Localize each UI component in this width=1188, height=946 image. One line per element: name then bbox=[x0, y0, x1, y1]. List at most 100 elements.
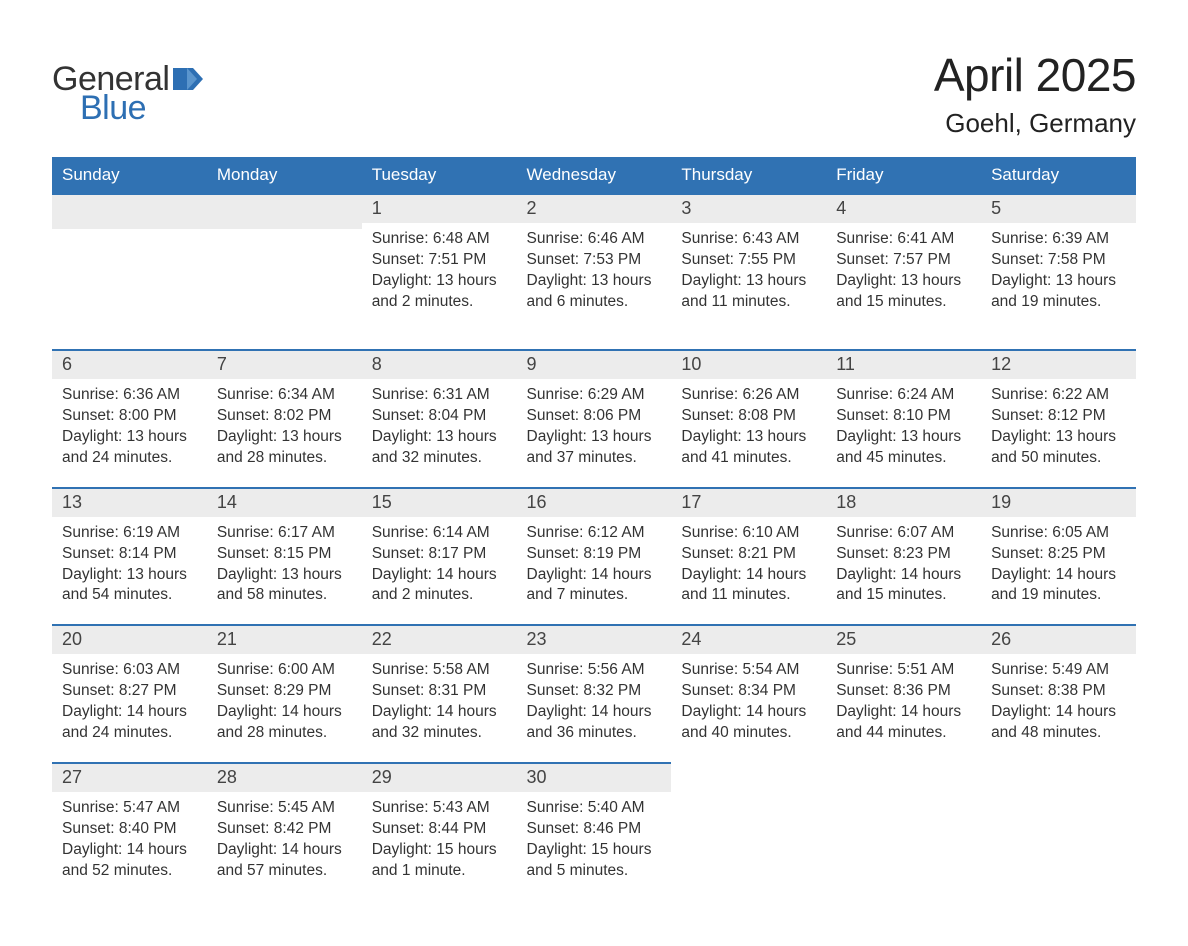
day-number: 30 bbox=[517, 764, 672, 792]
day-body: Sunrise: 5:54 AMSunset: 8:34 PMDaylight:… bbox=[671, 654, 826, 762]
daylight-line: Daylight: 13 hours and 11 minutes. bbox=[681, 271, 816, 313]
sunset-line: Sunset: 8:32 PM bbox=[527, 681, 662, 702]
day-body: Sunrise: 6:14 AMSunset: 8:17 PMDaylight:… bbox=[362, 517, 517, 625]
sunset-line: Sunset: 8:00 PM bbox=[62, 406, 197, 427]
day-number: 12 bbox=[981, 351, 1136, 379]
sunset-line: Sunset: 8:12 PM bbox=[991, 406, 1126, 427]
sunrise-line: Sunrise: 6:19 AM bbox=[62, 523, 197, 544]
sunset-line: Sunset: 7:55 PM bbox=[681, 250, 816, 271]
calendar-day-cell: 28Sunrise: 5:45 AMSunset: 8:42 PMDayligh… bbox=[207, 762, 362, 916]
sunrise-line: Sunrise: 6:48 AM bbox=[372, 229, 507, 250]
calendar-day-cell: 30Sunrise: 5:40 AMSunset: 8:46 PMDayligh… bbox=[517, 762, 672, 916]
day-number: 20 bbox=[52, 626, 207, 654]
day-body: Sunrise: 6:46 AMSunset: 7:53 PMDaylight:… bbox=[517, 223, 672, 331]
sunrise-line: Sunrise: 6:17 AM bbox=[217, 523, 352, 544]
day-number: 23 bbox=[517, 626, 672, 654]
daylight-line: Daylight: 13 hours and 50 minutes. bbox=[991, 427, 1126, 469]
daylight-line: Daylight: 14 hours and 48 minutes. bbox=[991, 702, 1126, 744]
day-number: 18 bbox=[826, 489, 981, 517]
day-number: 2 bbox=[517, 195, 672, 223]
sunrise-line: Sunrise: 6:46 AM bbox=[527, 229, 662, 250]
daylight-line: Daylight: 13 hours and 45 minutes. bbox=[836, 427, 971, 469]
sunrise-line: Sunrise: 5:58 AM bbox=[372, 660, 507, 681]
sunrise-line: Sunrise: 6:24 AM bbox=[836, 385, 971, 406]
daylight-line: Daylight: 14 hours and 15 minutes. bbox=[836, 565, 971, 607]
day-number: 27 bbox=[52, 764, 207, 792]
daylight-line: Daylight: 14 hours and 57 minutes. bbox=[217, 840, 352, 882]
calendar-day-cell: 2Sunrise: 6:46 AMSunset: 7:53 PMDaylight… bbox=[517, 193, 672, 349]
day-body: Sunrise: 6:34 AMSunset: 8:02 PMDaylight:… bbox=[207, 379, 362, 487]
weekday-header: Thursday bbox=[671, 157, 826, 193]
day-number: 22 bbox=[362, 626, 517, 654]
day-body: Sunrise: 5:51 AMSunset: 8:36 PMDaylight:… bbox=[826, 654, 981, 762]
sunrise-line: Sunrise: 6:36 AM bbox=[62, 385, 197, 406]
calendar-day-cell bbox=[981, 762, 1136, 916]
sunset-line: Sunset: 8:31 PM bbox=[372, 681, 507, 702]
day-body: Sunrise: 6:00 AMSunset: 8:29 PMDaylight:… bbox=[207, 654, 362, 762]
sunrise-line: Sunrise: 5:45 AM bbox=[217, 798, 352, 819]
sunset-line: Sunset: 8:40 PM bbox=[62, 819, 197, 840]
day-number: 17 bbox=[671, 489, 826, 517]
day-body: Sunrise: 6:17 AMSunset: 8:15 PMDaylight:… bbox=[207, 517, 362, 625]
calendar-day-cell: 13Sunrise: 6:19 AMSunset: 8:14 PMDayligh… bbox=[52, 487, 207, 625]
day-number: 9 bbox=[517, 351, 672, 379]
day-number: 13 bbox=[52, 489, 207, 517]
sunset-line: Sunset: 8:06 PM bbox=[527, 406, 662, 427]
calendar-day-cell: 1Sunrise: 6:48 AMSunset: 7:51 PMDaylight… bbox=[362, 193, 517, 349]
daylight-line: Daylight: 13 hours and 15 minutes. bbox=[836, 271, 971, 313]
day-number: 1 bbox=[362, 195, 517, 223]
calendar-day-cell: 25Sunrise: 5:51 AMSunset: 8:36 PMDayligh… bbox=[826, 624, 981, 762]
sunset-line: Sunset: 8:17 PM bbox=[372, 544, 507, 565]
daylight-line: Daylight: 13 hours and 6 minutes. bbox=[527, 271, 662, 313]
day-number-empty bbox=[52, 195, 207, 229]
logo-word-2: Blue bbox=[80, 89, 146, 128]
sunset-line: Sunset: 8:02 PM bbox=[217, 406, 352, 427]
sunrise-line: Sunrise: 6:07 AM bbox=[836, 523, 971, 544]
day-number: 6 bbox=[52, 351, 207, 379]
day-number-empty bbox=[826, 762, 981, 796]
page-title: April 2025 bbox=[934, 48, 1136, 102]
daylight-line: Daylight: 14 hours and 32 minutes. bbox=[372, 702, 507, 744]
calendar-table: Sunday Monday Tuesday Wednesday Thursday… bbox=[52, 157, 1136, 916]
calendar-day-cell: 6Sunrise: 6:36 AMSunset: 8:00 PMDaylight… bbox=[52, 349, 207, 487]
sunrise-line: Sunrise: 5:49 AM bbox=[991, 660, 1126, 681]
calendar-day-cell: 7Sunrise: 6:34 AMSunset: 8:02 PMDaylight… bbox=[207, 349, 362, 487]
calendar-day-cell: 3Sunrise: 6:43 AMSunset: 7:55 PMDaylight… bbox=[671, 193, 826, 349]
day-body bbox=[52, 229, 207, 349]
day-body: Sunrise: 6:29 AMSunset: 8:06 PMDaylight:… bbox=[517, 379, 672, 487]
sunrise-line: Sunrise: 5:51 AM bbox=[836, 660, 971, 681]
calendar-day-cell: 20Sunrise: 6:03 AMSunset: 8:27 PMDayligh… bbox=[52, 624, 207, 762]
page-subtitle: Goehl, Germany bbox=[934, 108, 1136, 139]
day-number: 19 bbox=[981, 489, 1136, 517]
sunset-line: Sunset: 8:25 PM bbox=[991, 544, 1126, 565]
sunset-line: Sunset: 8:04 PM bbox=[372, 406, 507, 427]
page-header: General Blue April 2025 Goehl, Germany bbox=[52, 48, 1136, 139]
day-number: 26 bbox=[981, 626, 1136, 654]
daylight-line: Daylight: 14 hours and 28 minutes. bbox=[217, 702, 352, 744]
day-body: Sunrise: 6:05 AMSunset: 8:25 PMDaylight:… bbox=[981, 517, 1136, 625]
daylight-line: Daylight: 15 hours and 5 minutes. bbox=[527, 840, 662, 882]
day-body: Sunrise: 6:26 AMSunset: 8:08 PMDaylight:… bbox=[671, 379, 826, 487]
calendar-week-row: 20Sunrise: 6:03 AMSunset: 8:27 PMDayligh… bbox=[52, 624, 1136, 762]
day-body: Sunrise: 6:10 AMSunset: 8:21 PMDaylight:… bbox=[671, 517, 826, 625]
day-body: Sunrise: 5:45 AMSunset: 8:42 PMDaylight:… bbox=[207, 792, 362, 900]
day-body bbox=[207, 229, 362, 349]
day-body: Sunrise: 5:58 AMSunset: 8:31 PMDaylight:… bbox=[362, 654, 517, 762]
day-number: 15 bbox=[362, 489, 517, 517]
sunset-line: Sunset: 8:38 PM bbox=[991, 681, 1126, 702]
day-number: 7 bbox=[207, 351, 362, 379]
daylight-line: Daylight: 14 hours and 19 minutes. bbox=[991, 565, 1126, 607]
sunrise-line: Sunrise: 6:26 AM bbox=[681, 385, 816, 406]
day-body: Sunrise: 6:24 AMSunset: 8:10 PMDaylight:… bbox=[826, 379, 981, 487]
calendar-week-row: 1Sunrise: 6:48 AMSunset: 7:51 PMDaylight… bbox=[52, 193, 1136, 349]
day-number: 5 bbox=[981, 195, 1136, 223]
sunset-line: Sunset: 8:08 PM bbox=[681, 406, 816, 427]
day-number: 11 bbox=[826, 351, 981, 379]
day-number: 3 bbox=[671, 195, 826, 223]
daylight-line: Daylight: 14 hours and 36 minutes. bbox=[527, 702, 662, 744]
daylight-line: Daylight: 13 hours and 54 minutes. bbox=[62, 565, 197, 607]
calendar-day-cell: 16Sunrise: 6:12 AMSunset: 8:19 PMDayligh… bbox=[517, 487, 672, 625]
daylight-line: Daylight: 14 hours and 52 minutes. bbox=[62, 840, 197, 882]
sunset-line: Sunset: 8:44 PM bbox=[372, 819, 507, 840]
day-body bbox=[981, 796, 1136, 916]
